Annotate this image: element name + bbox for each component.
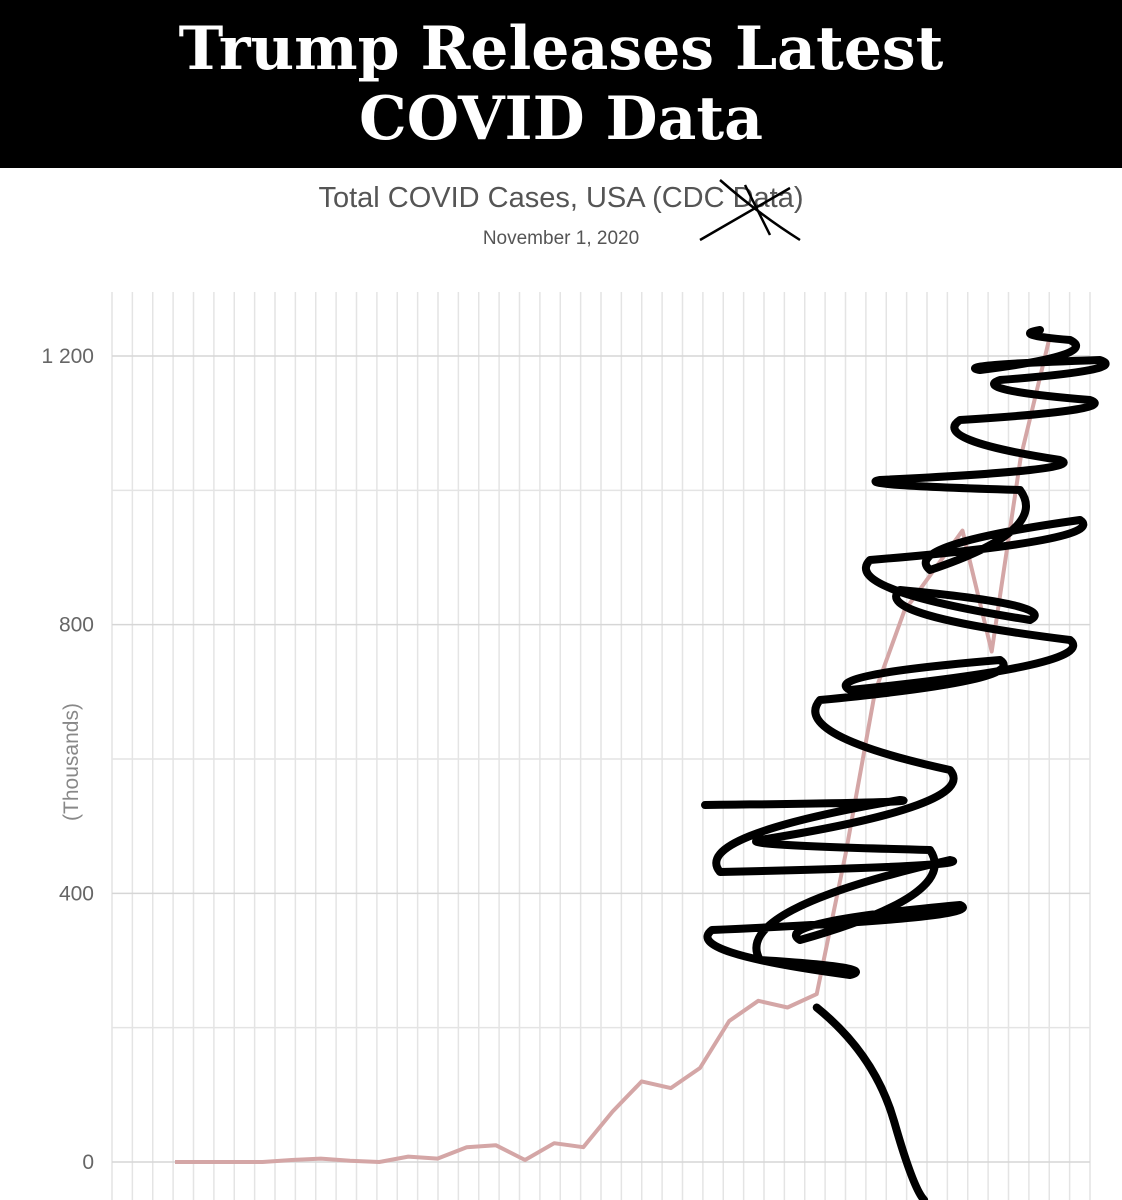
zigzag-scribble [701, 326, 1110, 979]
y-tick-label: 0 [82, 1151, 94, 1174]
y-tick-label: 400 [59, 882, 94, 905]
y-tick-label: 800 [59, 614, 94, 637]
headline-line-1: Trump Releases Latest [178, 14, 944, 84]
chart-subtitle: November 1, 2020 [482, 228, 640, 249]
headline-line-2: COVID Data [358, 84, 763, 154]
y-tick-label: 1 200 [41, 345, 94, 368]
y-tick-labels: 0 400 800 1 200 [41, 345, 94, 1174]
series-line [175, 335, 1052, 1164]
title-cross-out [699, 179, 801, 242]
chart-title: Total COVID Cases, USA (CDC Data) [318, 182, 804, 214]
scribble-annotation [699, 179, 1110, 1200]
downward-scribble-line [812, 1003, 929, 1200]
headline-banner: Trump Releases Latest COVID Data [0, 0, 1122, 168]
grid-lines [111, 292, 1091, 1200]
series-lines [175, 335, 1052, 1164]
